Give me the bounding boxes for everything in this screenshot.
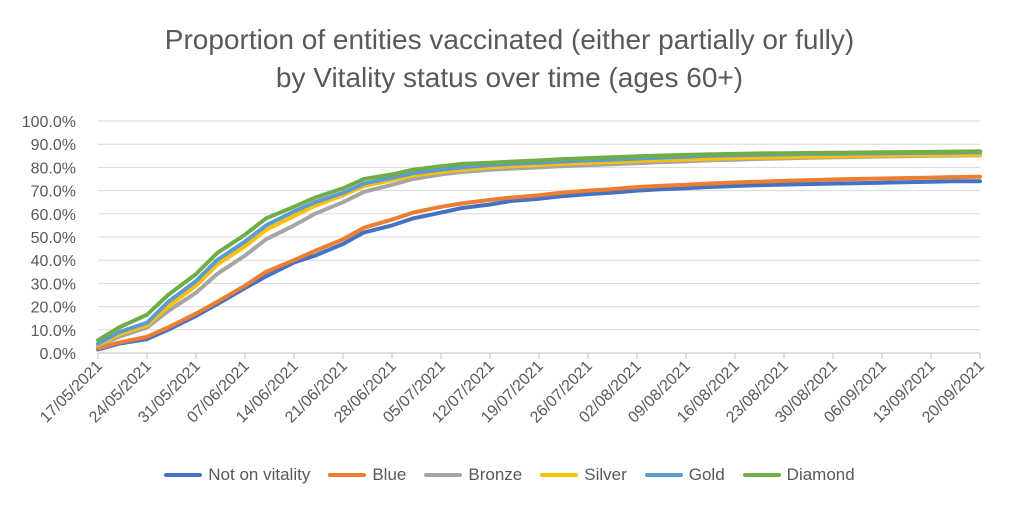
legend-label: Gold [688, 465, 725, 484]
y-tick-label: 100.0% [22, 114, 76, 131]
legend-item: Diamond [742, 465, 855, 485]
legend: Not on vitality Blue Bronze Silver Gold Diamo… [0, 465, 1019, 485]
legend-item: Not on vitality [164, 465, 310, 485]
y-tick-label: 30.0% [31, 276, 76, 293]
y-tick-label: 0.0% [40, 346, 76, 363]
y-tick-label: 40.0% [31, 253, 76, 270]
legend-swatch [540, 473, 579, 477]
y-tick-label: 80.0% [31, 160, 76, 177]
legend-item: Blue [328, 465, 406, 485]
legend-label: Diamond [786, 465, 855, 484]
legend-label: Silver [584, 465, 627, 484]
legend-item: Bronze [424, 465, 522, 485]
y-tick-label: 20.0% [31, 300, 76, 317]
chart-title-line-2: by Vitality status over time (ages 60+) [275, 62, 744, 93]
legend-label: Bronze [468, 465, 523, 484]
chart-title-line-1: Proportion of entities vaccinated (eithe… [164, 24, 855, 55]
y-tick-label: 90.0% [31, 137, 76, 154]
legend-swatch [328, 473, 367, 477]
series-line [96, 152, 982, 347]
legend-label: Not on vitality [208, 465, 311, 484]
series-line [96, 174, 982, 351]
y-tick-label: 10.0% [31, 323, 76, 340]
y-tick-label: 50.0% [31, 230, 76, 247]
y-tick-label: 60.0% [31, 207, 76, 224]
legend-swatch [164, 473, 203, 477]
legend-swatch [424, 473, 463, 477]
legend-item: Gold [644, 465, 725, 485]
legend-swatch [742, 473, 781, 477]
legend-swatch [644, 473, 683, 477]
legend-label: Blue [372, 465, 407, 484]
series-line [96, 149, 982, 343]
legend-item: Silver [540, 465, 627, 485]
y-tick-label: 70.0% [31, 184, 76, 201]
